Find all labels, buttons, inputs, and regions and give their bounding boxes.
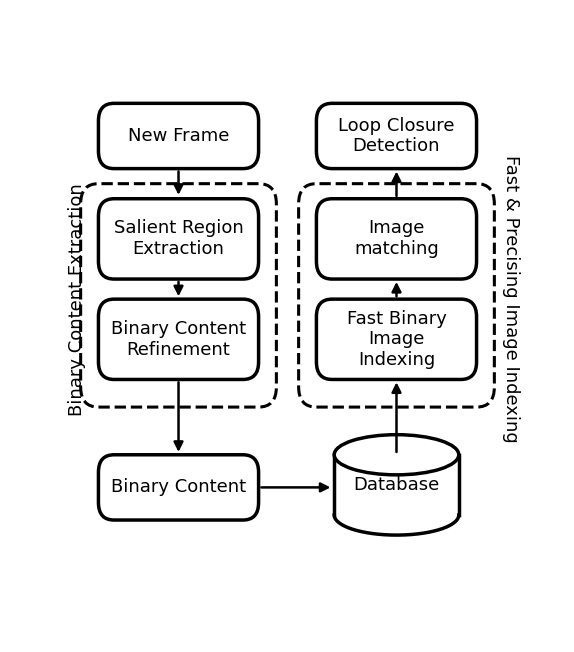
FancyBboxPatch shape xyxy=(316,299,476,379)
Ellipse shape xyxy=(334,435,459,475)
Text: New Frame: New Frame xyxy=(128,127,229,145)
FancyBboxPatch shape xyxy=(316,103,476,169)
Text: Binary Content
Refinement: Binary Content Refinement xyxy=(111,320,246,359)
FancyBboxPatch shape xyxy=(99,455,258,520)
FancyBboxPatch shape xyxy=(316,199,476,279)
Text: Binary Content: Binary Content xyxy=(111,479,246,496)
Text: Fast Binary
Image
Indexing: Fast Binary Image Indexing xyxy=(347,310,447,369)
FancyBboxPatch shape xyxy=(99,103,258,169)
FancyBboxPatch shape xyxy=(99,199,258,279)
Text: Binary Content Extraction: Binary Content Extraction xyxy=(68,183,86,415)
Text: Loop Closure
Detection: Loop Closure Detection xyxy=(338,117,455,155)
Text: Fast & Precising Image Indexing: Fast & Precising Image Indexing xyxy=(502,155,520,443)
Text: Image
matching: Image matching xyxy=(354,220,439,258)
Text: Salient Region
Extraction: Salient Region Extraction xyxy=(114,220,243,258)
FancyBboxPatch shape xyxy=(99,299,258,379)
Text: Database: Database xyxy=(354,476,440,494)
